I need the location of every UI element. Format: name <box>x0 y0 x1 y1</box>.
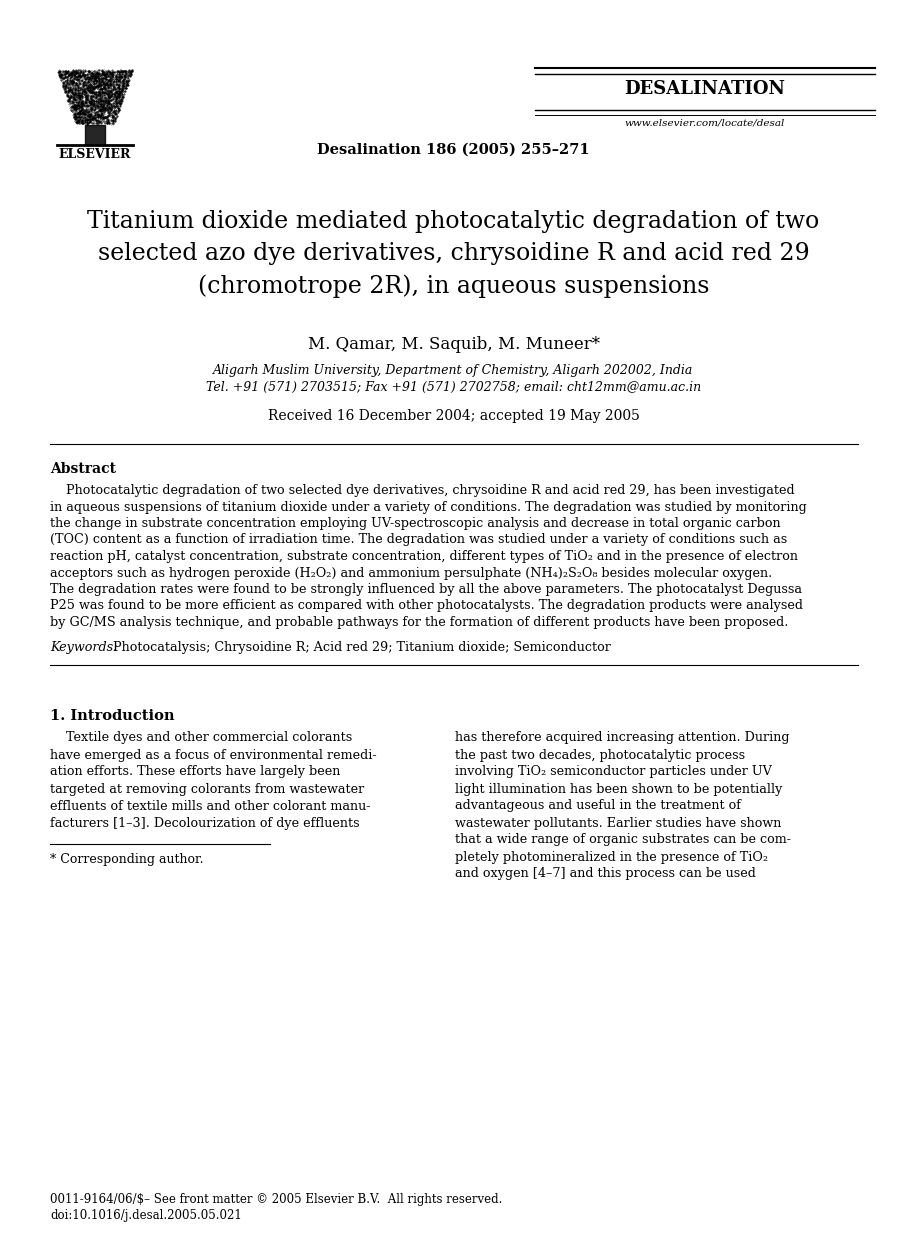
Bar <box>85 125 105 145</box>
Text: www.elsevier.com/locate/desal: www.elsevier.com/locate/desal <box>625 118 785 128</box>
Text: ELSEVIER: ELSEVIER <box>59 149 132 161</box>
Text: Tel. +91 (571) 2703515; Fax +91 (571) 2702758; email: cht12mm@amu.ac.in: Tel. +91 (571) 2703515; Fax +91 (571) 27… <box>206 381 701 394</box>
Text: * Corresponding author.: * Corresponding author. <box>50 853 203 867</box>
Text: Abstract: Abstract <box>50 462 116 475</box>
Text: and oxygen [4–7] and this process can be used: and oxygen [4–7] and this process can be… <box>455 868 756 880</box>
Text: DESALINATION: DESALINATION <box>625 80 785 98</box>
Text: the change in substrate concentration employing UV-spectroscopic analysis and de: the change in substrate concentration em… <box>50 517 781 530</box>
Text: light illumination has been shown to be potentially: light illumination has been shown to be … <box>455 782 783 796</box>
Text: 1. Introduction: 1. Introduction <box>50 709 174 723</box>
Text: doi:10.1016/j.desal.2005.05.021: doi:10.1016/j.desal.2005.05.021 <box>50 1210 242 1222</box>
Text: The degradation rates were found to be strongly influenced by all the above para: The degradation rates were found to be s… <box>50 583 802 595</box>
Text: selected azo dye derivatives, chrysoidine R and acid red 29: selected azo dye derivatives, chrysoidin… <box>98 241 809 265</box>
Text: has therefore acquired increasing attention. During: has therefore acquired increasing attent… <box>455 732 789 744</box>
Text: Photocatalysis; Chrysoidine R; Acid red 29; Titanium dioxide; Semiconductor: Photocatalysis; Chrysoidine R; Acid red … <box>113 640 611 654</box>
Text: 0011-9164/06/$– See front matter © 2005 Elsevier B.V.  All rights reserved.: 0011-9164/06/$– See front matter © 2005 … <box>50 1193 502 1206</box>
Text: involving TiO₂ semiconductor particles under UV: involving TiO₂ semiconductor particles u… <box>455 765 772 779</box>
Text: that a wide range of organic substrates can be com-: that a wide range of organic substrates … <box>455 833 791 847</box>
Text: have emerged as a focus of environmental remedi-: have emerged as a focus of environmental… <box>50 749 376 761</box>
Text: effluents of textile mills and other colorant manu-: effluents of textile mills and other col… <box>50 800 370 812</box>
Text: P25 was found to be more efficient as compared with other photocatalysts. The de: P25 was found to be more efficient as co… <box>50 599 803 613</box>
Text: Photocatalytic degradation of two selected dye derivatives, chrysoidine R and ac: Photocatalytic degradation of two select… <box>50 484 795 496</box>
Text: Titanium dioxide mediated photocatalytic degradation of two: Titanium dioxide mediated photocatalytic… <box>87 210 820 233</box>
Text: wastewater pollutants. Earlier studies have shown: wastewater pollutants. Earlier studies h… <box>455 817 781 829</box>
Text: targeted at removing colorants from wastewater: targeted at removing colorants from wast… <box>50 782 365 796</box>
Text: Desalination 186 (2005) 255–271: Desalination 186 (2005) 255–271 <box>317 144 590 157</box>
Text: (chromotrope 2R), in aqueous suspensions: (chromotrope 2R), in aqueous suspensions <box>198 274 709 297</box>
Text: acceptors such as hydrogen peroxide (H₂O₂) and ammonium persulphate (NH₄)₂S₂O₈ b: acceptors such as hydrogen peroxide (H₂O… <box>50 567 772 579</box>
Text: by GC/MS analysis technique, and probable pathways for the formation of differen: by GC/MS analysis technique, and probabl… <box>50 617 788 629</box>
Text: Textile dyes and other commercial colorants: Textile dyes and other commercial colora… <box>50 732 352 744</box>
Text: in aqueous suspensions of titanium dioxide under a variety of conditions. The de: in aqueous suspensions of titanium dioxi… <box>50 500 806 514</box>
Text: reaction pH, catalyst concentration, substrate concentration, different types of: reaction pH, catalyst concentration, sub… <box>50 550 798 563</box>
Text: (TOC) content as a function of irradiation time. The degradation was studied und: (TOC) content as a function of irradiati… <box>50 534 787 546</box>
Text: Keywords:: Keywords: <box>50 640 122 654</box>
Text: the past two decades, photocatalytic process: the past two decades, photocatalytic pro… <box>455 749 746 761</box>
Text: advantageous and useful in the treatment of: advantageous and useful in the treatment… <box>455 800 741 812</box>
Text: facturers [1–3]. Decolourization of dye effluents: facturers [1–3]. Decolourization of dye … <box>50 817 359 829</box>
Text: Received 16 December 2004; accepted 19 May 2005: Received 16 December 2004; accepted 19 M… <box>268 409 639 423</box>
Text: Aligarh Muslim University, Department of Chemistry, Aligarh 202002, India: Aligarh Muslim University, Department of… <box>213 364 694 378</box>
Text: M. Qamar, M. Saquib, M. Muneer*: M. Qamar, M. Saquib, M. Muneer* <box>307 335 600 353</box>
Text: pletely photomineralized in the presence of TiO₂: pletely photomineralized in the presence… <box>455 851 768 863</box>
Text: ation efforts. These efforts have largely been: ation efforts. These efforts have largel… <box>50 765 340 779</box>
